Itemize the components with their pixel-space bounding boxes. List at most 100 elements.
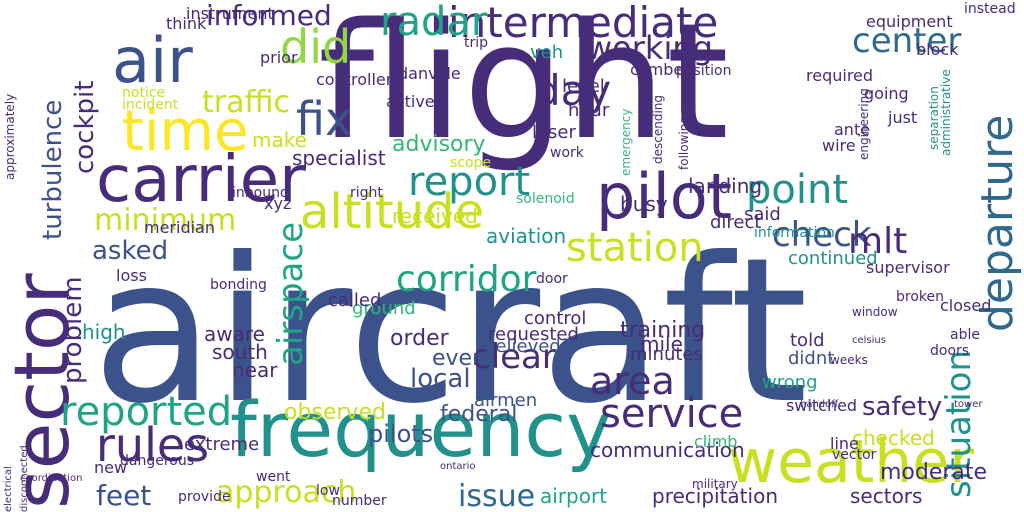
word-doors: doors xyxy=(930,343,970,359)
word-event: event xyxy=(432,346,495,371)
word-required: required xyxy=(806,66,874,85)
word-aware: aware xyxy=(204,322,265,346)
word-climbed: climbed xyxy=(630,60,694,79)
word-line: line xyxy=(830,434,859,453)
word-continued: continued xyxy=(788,248,878,269)
word-landing: landing xyxy=(688,174,763,198)
word-broken: broken xyxy=(896,289,944,305)
word-rules: rules xyxy=(96,418,210,472)
word-sectors: sectors xyxy=(850,484,923,508)
word-aviation: aviation xyxy=(486,224,567,248)
word-pilots: pilots xyxy=(368,420,434,448)
word-disconnected: disconnected xyxy=(19,445,30,512)
word-went: went xyxy=(256,469,291,485)
word-switched: switched xyxy=(786,396,858,415)
word-low: low xyxy=(316,483,340,499)
word-laser: laser xyxy=(532,122,576,143)
word-notice: notice xyxy=(122,85,166,101)
word-didnt: didnt xyxy=(788,348,835,369)
word-airport: airport xyxy=(540,484,608,508)
word-equipment: equipment xyxy=(866,12,953,31)
word-said: said xyxy=(744,204,781,225)
word-federal: federal xyxy=(440,402,518,427)
word-right: right xyxy=(350,185,383,201)
word-local: local xyxy=(410,364,471,394)
word-trip: trip xyxy=(464,35,489,51)
word-minimum: minimum xyxy=(94,203,237,238)
word-ante: ante xyxy=(834,120,871,139)
word-block: block xyxy=(916,40,959,59)
word-administrative: administrative xyxy=(939,69,953,156)
word-instrument: instrument xyxy=(186,4,274,23)
word-mlt: mlt xyxy=(848,221,908,262)
word-high: high xyxy=(82,320,126,344)
word-window: window xyxy=(852,305,898,319)
word-cockpit: cockpit xyxy=(70,80,100,174)
word-following: following xyxy=(677,116,691,170)
word-extreme: extreme xyxy=(184,434,260,455)
word-communication: communication xyxy=(590,438,745,462)
word-danville: danville xyxy=(398,64,461,83)
word-number: number xyxy=(332,493,387,509)
word-pilot: pilot xyxy=(596,160,733,233)
word-busy: busy xyxy=(620,192,668,216)
word-door: door xyxy=(536,271,568,287)
word-coordination: coordination xyxy=(20,473,83,484)
word-asked: asked xyxy=(92,236,169,266)
word-advisory: advisory xyxy=(392,132,486,157)
word-feet: feet xyxy=(96,479,152,512)
word-weather: weather xyxy=(728,427,974,497)
word-intermediate: intermediate xyxy=(448,0,719,47)
word-weeks: weeks xyxy=(830,353,868,367)
word-going: going xyxy=(864,84,909,103)
word-working: working xyxy=(586,29,713,67)
word-minutes: minutes xyxy=(630,344,703,365)
word-believed: believed xyxy=(484,336,561,357)
word-supervisor: supervisor xyxy=(866,258,950,277)
word-informed: informed xyxy=(206,0,332,32)
word-solenoid: solenoid xyxy=(516,191,575,207)
word-did: did xyxy=(280,20,352,74)
word-position: position xyxy=(676,63,732,79)
word-direct: direct xyxy=(710,212,762,233)
word-information: information xyxy=(754,225,835,241)
word-level: level xyxy=(562,76,605,97)
word-loss: loss xyxy=(116,266,147,285)
word-military: military xyxy=(692,477,738,491)
word-south: south xyxy=(212,340,268,364)
word-work: work xyxy=(550,145,584,161)
word-day: day xyxy=(534,66,612,115)
word-specialist: specialist xyxy=(292,146,386,170)
word-air: air xyxy=(112,24,193,97)
word-observed: observed xyxy=(284,400,386,425)
word-point: point xyxy=(746,167,849,213)
word-incident: incident xyxy=(122,97,179,113)
word-fix: fix xyxy=(296,92,353,146)
word-reported: reported xyxy=(60,389,233,435)
word-bonding: bonding xyxy=(210,277,267,293)
word-engineering: engineering xyxy=(857,88,871,160)
word-closed: closed xyxy=(940,296,992,315)
word-issue: issue xyxy=(458,479,536,512)
word-dangerous: dangerous xyxy=(120,453,195,469)
word-make: make xyxy=(252,128,307,152)
word-handoff: handoff xyxy=(800,399,839,410)
word-scope: scope xyxy=(450,155,492,171)
word-tower: tower xyxy=(954,399,983,410)
word-center: center xyxy=(852,21,962,61)
word-station: station xyxy=(566,225,704,271)
word-veh: veh xyxy=(530,42,564,63)
word-controller: controller xyxy=(316,70,393,89)
word-ground: ground xyxy=(352,298,416,319)
word-time: time xyxy=(122,99,249,164)
word-think: think xyxy=(166,14,207,33)
word-ontario: ontario xyxy=(440,461,476,472)
word-celsius: celsius xyxy=(852,335,886,346)
word-check: check xyxy=(772,215,872,255)
word-called: called xyxy=(328,290,382,311)
word-altitude: altitude xyxy=(300,184,485,240)
word-meridian: meridian xyxy=(144,218,215,237)
word-turbulence: turbulence xyxy=(38,99,68,240)
word-mile: mile xyxy=(640,332,683,356)
